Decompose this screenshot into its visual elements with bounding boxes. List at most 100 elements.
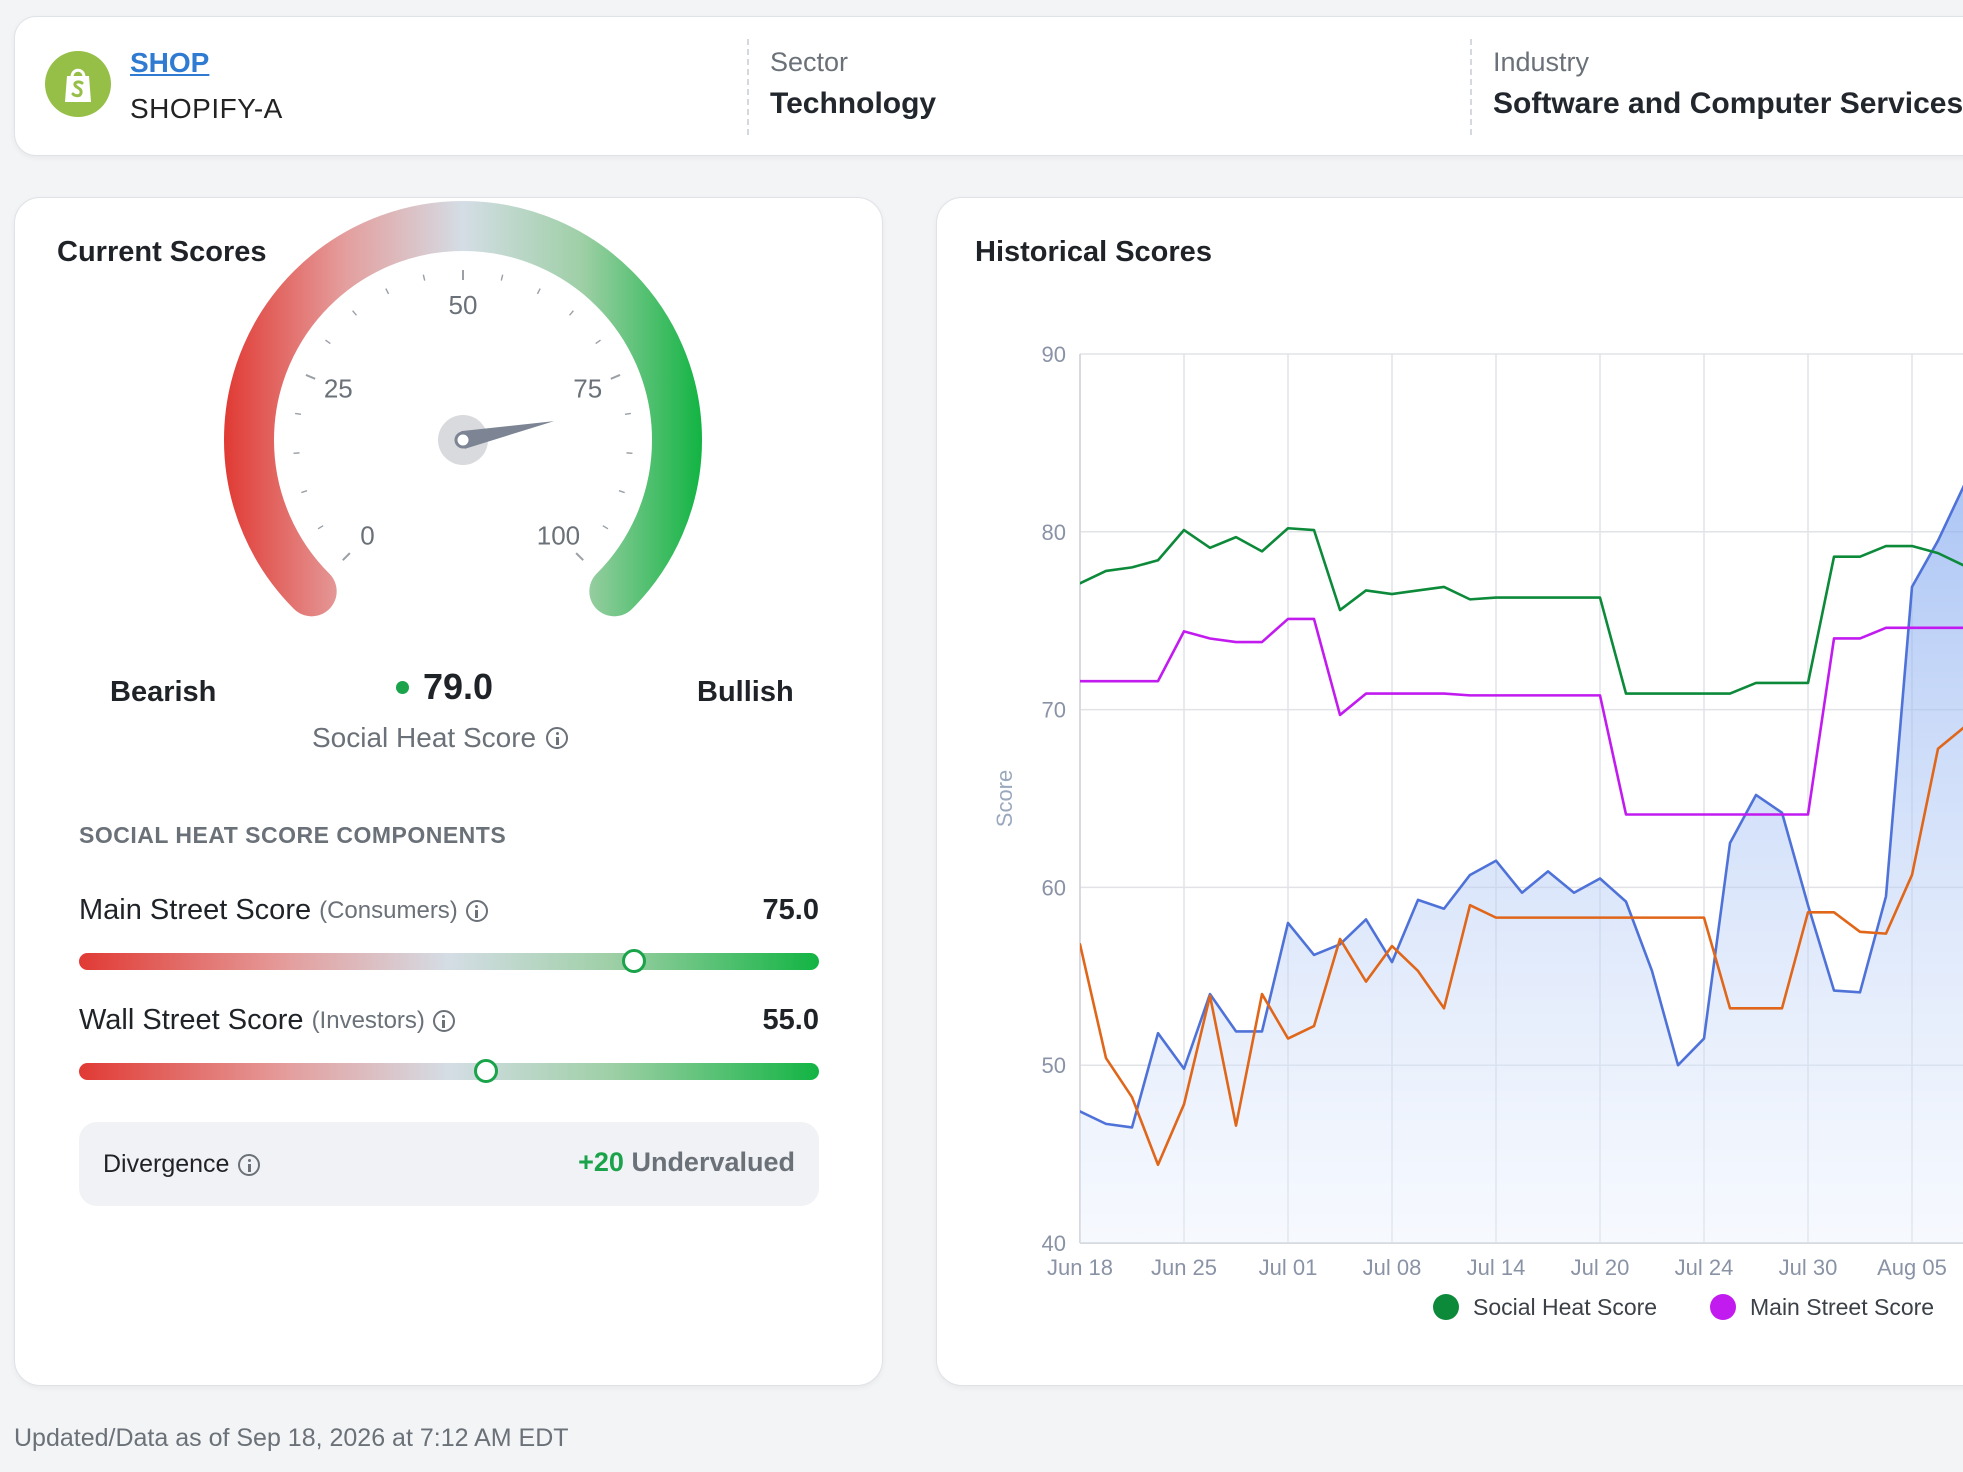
main-street-score-handle[interactable] [622, 949, 646, 973]
gauge-tick [602, 525, 609, 530]
company-name: SHOPIFY-A [130, 93, 283, 124]
wall-street-score-handle[interactable] [474, 1059, 498, 1083]
status-dot [396, 680, 409, 694]
gauge-needle [438, 415, 555, 465]
gauge-tick [342, 552, 351, 561]
wall-street-score-bar [79, 1059, 819, 1083]
component-name: Wall Street Score [79, 1004, 304, 1036]
header-divider [747, 39, 749, 135]
legend-marker[interactable] [1433, 1294, 1459, 1320]
gauge-tick [624, 412, 632, 416]
y-tick-label: 90 [1042, 342, 1066, 367]
gauge-tick-label: 25 [324, 373, 353, 403]
main-street-score-row: Main Street Score (Consumers) 75.0 [79, 894, 819, 934]
x-tick-label: Aug 05 [1877, 1255, 1947, 1280]
plot-area [1080, 484, 1963, 1243]
gauge-tick-label: 75 [573, 373, 602, 403]
sector-value: Technology [770, 87, 937, 120]
series-line [1080, 726, 1963, 1167]
gauge-tick [305, 374, 316, 380]
gauge-tick [352, 310, 358, 316]
series-area [1080, 487, 1963, 1243]
gauge-tick-label: 100 [537, 520, 580, 550]
current-scores-card: Current Scores 0 25 50 75 100 Bearish Bullis… [14, 197, 883, 1386]
series-line [1080, 484, 1963, 1129]
component-name: Main Street Score [79, 894, 312, 926]
needle-pointer [461, 421, 555, 449]
gauge-tick [568, 310, 574, 316]
gauge-tick [618, 490, 625, 494]
legend-label[interactable]: Main Street Score [1750, 1294, 1934, 1320]
legend-marker[interactable] [1710, 1294, 1736, 1320]
gauge-tick [610, 374, 621, 380]
y-tick-label: 70 [1042, 698, 1066, 723]
needle-center [454, 431, 472, 449]
historical-scores-chart: 40 50 60 70 80 90 Jun 18 Jun 25 Jul 01 Jul 08 Jul … [992, 342, 1963, 1320]
info-icon[interactable] [238, 1153, 261, 1176]
gauge-caption: Social Heat Score [312, 722, 569, 754]
social-heat-gauge: 0 25 50 75 100 [224, 201, 702, 617]
gauge-tick-labels: 0 25 50 75 100 [324, 290, 602, 550]
divergence-box: Divergence +20 Undervalued [79, 1122, 819, 1206]
gauge-tick-label: 50 [449, 290, 478, 320]
y-tick-label: 60 [1042, 875, 1066, 900]
y-tick-label: 80 [1042, 520, 1066, 545]
gauge-tick [500, 274, 504, 281]
wall-street-score-row: Wall Street Score (Investors) 55.0 [79, 1004, 819, 1044]
x-tick-label: Jul 08 [1363, 1255, 1422, 1280]
gauge-tick [294, 412, 302, 416]
y-axis-label: Score [992, 770, 1017, 827]
info-icon[interactable] [465, 899, 488, 922]
component-value: 75.0 [762, 894, 819, 926]
updated-timestamp: Updated/Data as of Sep 18, 2026 at 7:12 … [14, 1424, 569, 1452]
gauge-track [224, 201, 702, 617]
industry-value: Software and Computer Services [1493, 87, 1963, 120]
divergence-label: Divergence [103, 1150, 261, 1179]
series-line [1080, 617, 1963, 816]
info-icon[interactable] [546, 727, 569, 749]
series-line [1080, 526, 1963, 695]
ticker-link[interactable]: SHOP [130, 47, 210, 78]
component-subtitle: (Investors) [311, 1006, 425, 1034]
bearish-label: Bearish [110, 676, 217, 708]
y-tick-label: 40 [1042, 1231, 1066, 1256]
gauge-tick [317, 525, 324, 530]
components-heading: SOCIAL HEAT SCORE COMPONENTS [79, 822, 507, 848]
main-street-score-bar [79, 949, 819, 973]
divergence-value: +20 Undervalued [578, 1147, 795, 1178]
bullish-label: Bullish [697, 676, 794, 708]
industry-label: Industry [1493, 47, 1590, 77]
legend-label[interactable]: Social Heat Score [1473, 1294, 1657, 1320]
info-icon[interactable] [432, 1009, 455, 1032]
gauge-tick-label: 0 [360, 520, 374, 550]
x-tick-label: Jul 01 [1259, 1255, 1318, 1280]
x-tick-label: Jul 20 [1571, 1255, 1630, 1280]
gauge-ticks [293, 270, 633, 561]
gauge-tick [325, 339, 331, 345]
gauge-arc [224, 201, 702, 617]
gauge-tick [385, 288, 390, 295]
divergence-status: Undervalued [631, 1147, 795, 1177]
shopify-bag-icon [45, 51, 111, 117]
gauge-tick [536, 288, 541, 295]
x-tick-label: Jul 24 [1675, 1255, 1734, 1280]
gauge-value: 79.0 [423, 666, 494, 707]
gauge-tick [575, 552, 584, 561]
gauge-value-row: 79.0 [396, 666, 493, 708]
component-value: 55.0 [762, 1004, 819, 1036]
x-tick-label: Jul 14 [1467, 1255, 1526, 1280]
gauge-tick [301, 490, 308, 494]
header-divider [1470, 39, 1472, 135]
x-tick-label: Jul 30 [1779, 1255, 1838, 1280]
gauge-caption-text: Social Heat Score [312, 722, 537, 753]
divergence-label-text: Divergence [103, 1150, 230, 1178]
divergence-number: +20 [578, 1147, 624, 1177]
card-title: Historical Scores [975, 236, 1212, 268]
x-tick-label: Jun 25 [1151, 1255, 1217, 1280]
gauge-tick [422, 274, 426, 281]
card-title: Current Scores [57, 236, 267, 268]
y-tick-label: 50 [1042, 1053, 1066, 1078]
gauge-tick [595, 339, 601, 345]
sector-label: Sector [770, 47, 849, 77]
x-tick-label: Jun 18 [1047, 1255, 1113, 1280]
